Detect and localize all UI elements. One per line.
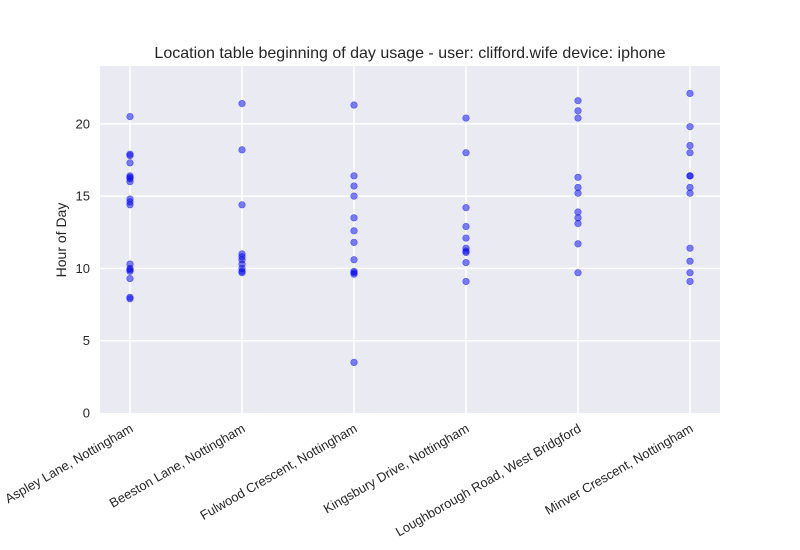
chart-title: Location table beginning of day usage - … xyxy=(154,45,665,62)
data-point xyxy=(126,178,134,186)
data-point xyxy=(686,149,694,157)
data-point xyxy=(462,248,470,257)
data-point xyxy=(350,256,358,264)
data-point xyxy=(462,149,470,157)
data-point xyxy=(574,219,582,228)
data-point xyxy=(350,227,358,235)
y-tick-label: 0 xyxy=(83,406,90,421)
data-point xyxy=(462,259,470,267)
data-point xyxy=(462,234,470,242)
data-point xyxy=(686,89,694,98)
x-tick-label: Loughborough Road, West Bridgford xyxy=(393,421,584,540)
data-point xyxy=(350,358,358,366)
data-point xyxy=(238,99,246,108)
data-point xyxy=(350,172,358,180)
data-point xyxy=(350,192,358,200)
data-point xyxy=(686,257,694,265)
data-point xyxy=(574,269,582,277)
data-point xyxy=(350,101,358,109)
data-point xyxy=(462,222,470,231)
data-point xyxy=(462,204,470,212)
data-point xyxy=(350,214,358,222)
y-tick-labels: 0 5 10 15 20 xyxy=(76,116,90,420)
data-point xyxy=(686,141,694,150)
y-axis-label: Hour of Day xyxy=(53,203,69,278)
data-point xyxy=(238,201,246,209)
data-point xyxy=(126,274,134,283)
data-point xyxy=(126,201,134,209)
data-point xyxy=(686,277,694,286)
data-point xyxy=(574,114,582,122)
data-point xyxy=(686,244,694,252)
grid-lines xyxy=(100,66,720,413)
data-point xyxy=(574,189,582,197)
plot-area xyxy=(100,66,720,413)
data-point xyxy=(126,152,134,160)
data-point xyxy=(126,113,134,121)
data-points xyxy=(126,89,694,366)
data-point xyxy=(350,182,358,190)
y-tick-label: 20 xyxy=(76,116,90,131)
data-point xyxy=(238,269,246,277)
data-point xyxy=(350,238,358,246)
data-point xyxy=(686,189,694,197)
data-point xyxy=(462,277,470,286)
y-tick-label: 10 xyxy=(76,261,90,276)
data-point xyxy=(126,295,134,303)
data-point xyxy=(686,172,694,180)
data-point xyxy=(238,146,246,154)
data-point xyxy=(574,97,582,105)
data-point xyxy=(574,173,582,181)
data-point xyxy=(126,267,134,275)
y-tick-label: 5 xyxy=(83,333,90,348)
data-point xyxy=(574,240,582,248)
y-tick-label: 15 xyxy=(76,189,90,204)
data-point xyxy=(350,270,358,278)
data-point xyxy=(686,123,694,131)
data-point xyxy=(126,159,134,167)
data-point xyxy=(686,269,694,277)
data-point xyxy=(574,107,582,115)
data-point xyxy=(462,114,470,122)
